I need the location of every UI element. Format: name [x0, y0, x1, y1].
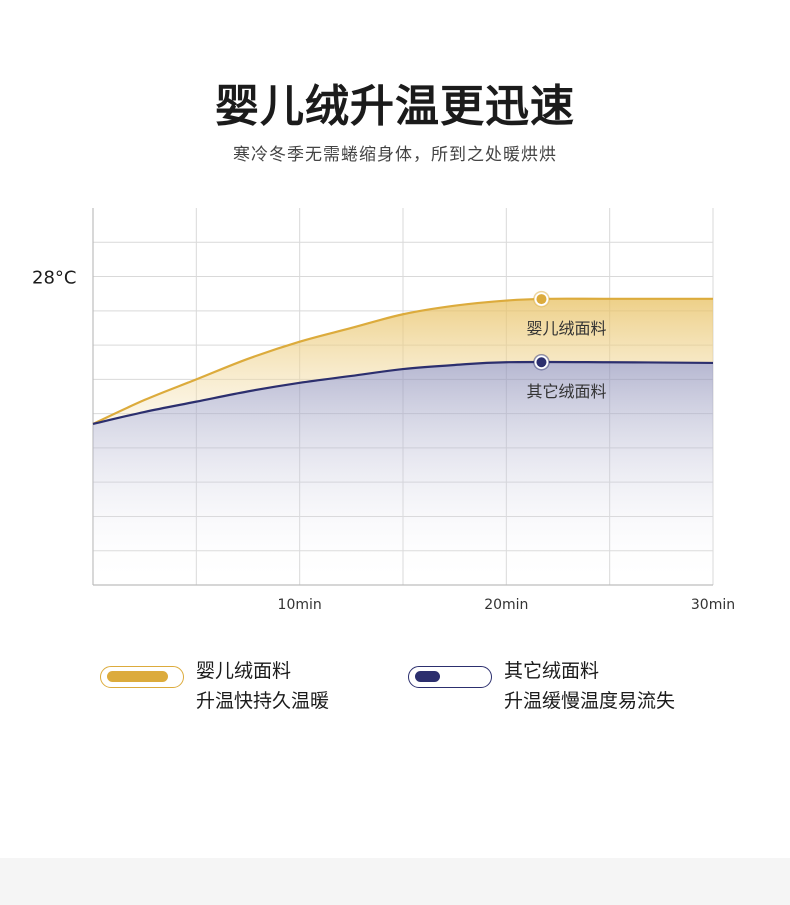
legend-pill	[408, 666, 492, 688]
series-line-baby-velvet	[92, 297, 713, 425]
area-other-velvet	[93, 361, 713, 585]
legend-name: 婴儿绒面料	[196, 660, 292, 682]
series-label-baby-velvet: 婴儿绒面料	[526, 319, 606, 338]
chart-markers	[533, 290, 550, 371]
legend-pill-fill	[415, 671, 440, 682]
legend-description: 升温缓慢温度易流失	[504, 690, 676, 712]
legend-pill	[100, 666, 184, 688]
chart-areas	[93, 298, 713, 585]
legend-item-baby-velvet: 婴儿绒面料 升温快持久温暖	[100, 656, 400, 716]
legend-description: 升温快持久温暖	[196, 690, 330, 712]
x-tick-label: 10min	[278, 597, 322, 613]
chart-lines	[92, 297, 714, 425]
series-marker-other-velvet	[536, 357, 547, 368]
x-tick-label: 30min	[691, 597, 735, 613]
legend-item-other-velvet: 其它绒面料 升温缓慢温度易流失	[408, 656, 728, 716]
series-marker-baby-velvet	[536, 294, 547, 305]
series-line-other-velvet	[92, 360, 714, 425]
legend-name: 其它绒面料	[504, 660, 600, 682]
series-label-other-velvet: 其它绒面料	[526, 382, 606, 401]
area-baby-velvet	[93, 298, 713, 424]
page-title: 婴儿绒升温更迅速	[215, 81, 575, 132]
y-tick-label: 28°C	[32, 268, 76, 289]
page-subtitle: 寒冷冬季无需蜷缩身体，所到之处暖烘烘	[233, 145, 557, 165]
footer-band	[0, 858, 790, 905]
x-tick-label: 20min	[484, 597, 528, 613]
legend-pill-fill	[107, 671, 168, 682]
